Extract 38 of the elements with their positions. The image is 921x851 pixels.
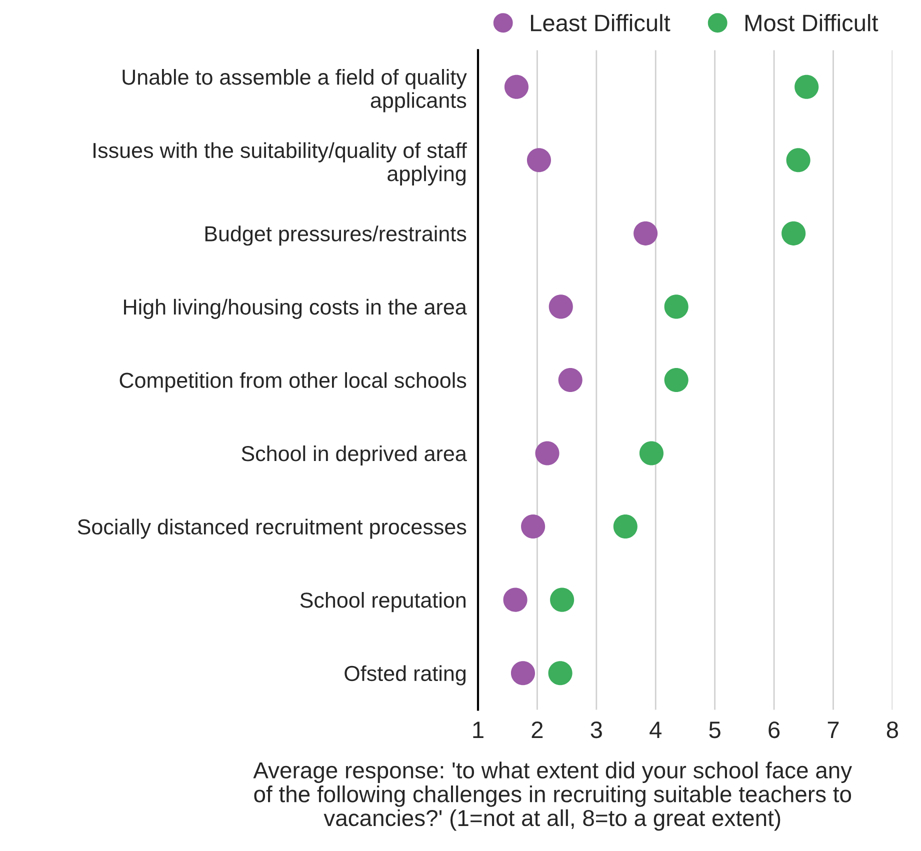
point bbox=[664, 294, 688, 319]
point bbox=[786, 148, 810, 172]
point bbox=[794, 74, 819, 99]
point bbox=[558, 368, 582, 392]
point bbox=[550, 588, 574, 612]
y-tick-label: Issues with the suitability/quality of staff applying bbox=[94, 142, 467, 186]
y-tick-label: High living/housing costs in the area bbox=[124, 298, 467, 319]
y-tick-label: Socially distanced recruitment processes bbox=[78, 518, 466, 539]
x-axis-title: Average response: 'to what extent did your school face any of the following challenges in recruiting suitable teachers to vacancies?' (1=not at all, 8=to a great extent) bbox=[253, 762, 852, 831]
point bbox=[535, 441, 560, 466]
x-tick-label: 8 bbox=[886, 721, 898, 738]
point bbox=[548, 661, 572, 686]
point bbox=[548, 294, 573, 319]
point bbox=[664, 368, 688, 392]
legend-label: Least Difficult bbox=[531, 14, 670, 32]
y-tick-label: Budget pressures/restraints bbox=[205, 226, 466, 246]
y-tick-label: Competition from other local schools bbox=[120, 372, 466, 392]
legend-label: Most Difficult bbox=[746, 14, 878, 32]
x-tick-label: 7 bbox=[828, 722, 839, 738]
y-tick-label: Unable to assemble a field of quality applicants bbox=[122, 69, 467, 112]
point bbox=[634, 221, 658, 246]
point bbox=[526, 148, 552, 172]
point bbox=[510, 661, 536, 686]
x-tick-label: 2 bbox=[532, 721, 543, 738]
point bbox=[782, 221, 806, 246]
point bbox=[503, 588, 528, 612]
x-tick-label: 6 bbox=[768, 721, 780, 738]
point bbox=[521, 514, 546, 539]
y-tick-label: Ofsted rating bbox=[344, 665, 466, 686]
x-tick-label: 5 bbox=[709, 722, 720, 738]
x-tick-label: 4 bbox=[650, 722, 662, 738]
x-tick-label: 3 bbox=[590, 721, 602, 738]
point bbox=[613, 514, 638, 539]
y-tick-label: School in deprived area bbox=[242, 445, 467, 466]
x-tick-label: 1 bbox=[473, 722, 484, 738]
point bbox=[504, 74, 529, 99]
y-tick-label: School reputation bbox=[300, 592, 466, 612]
point bbox=[639, 441, 664, 466]
